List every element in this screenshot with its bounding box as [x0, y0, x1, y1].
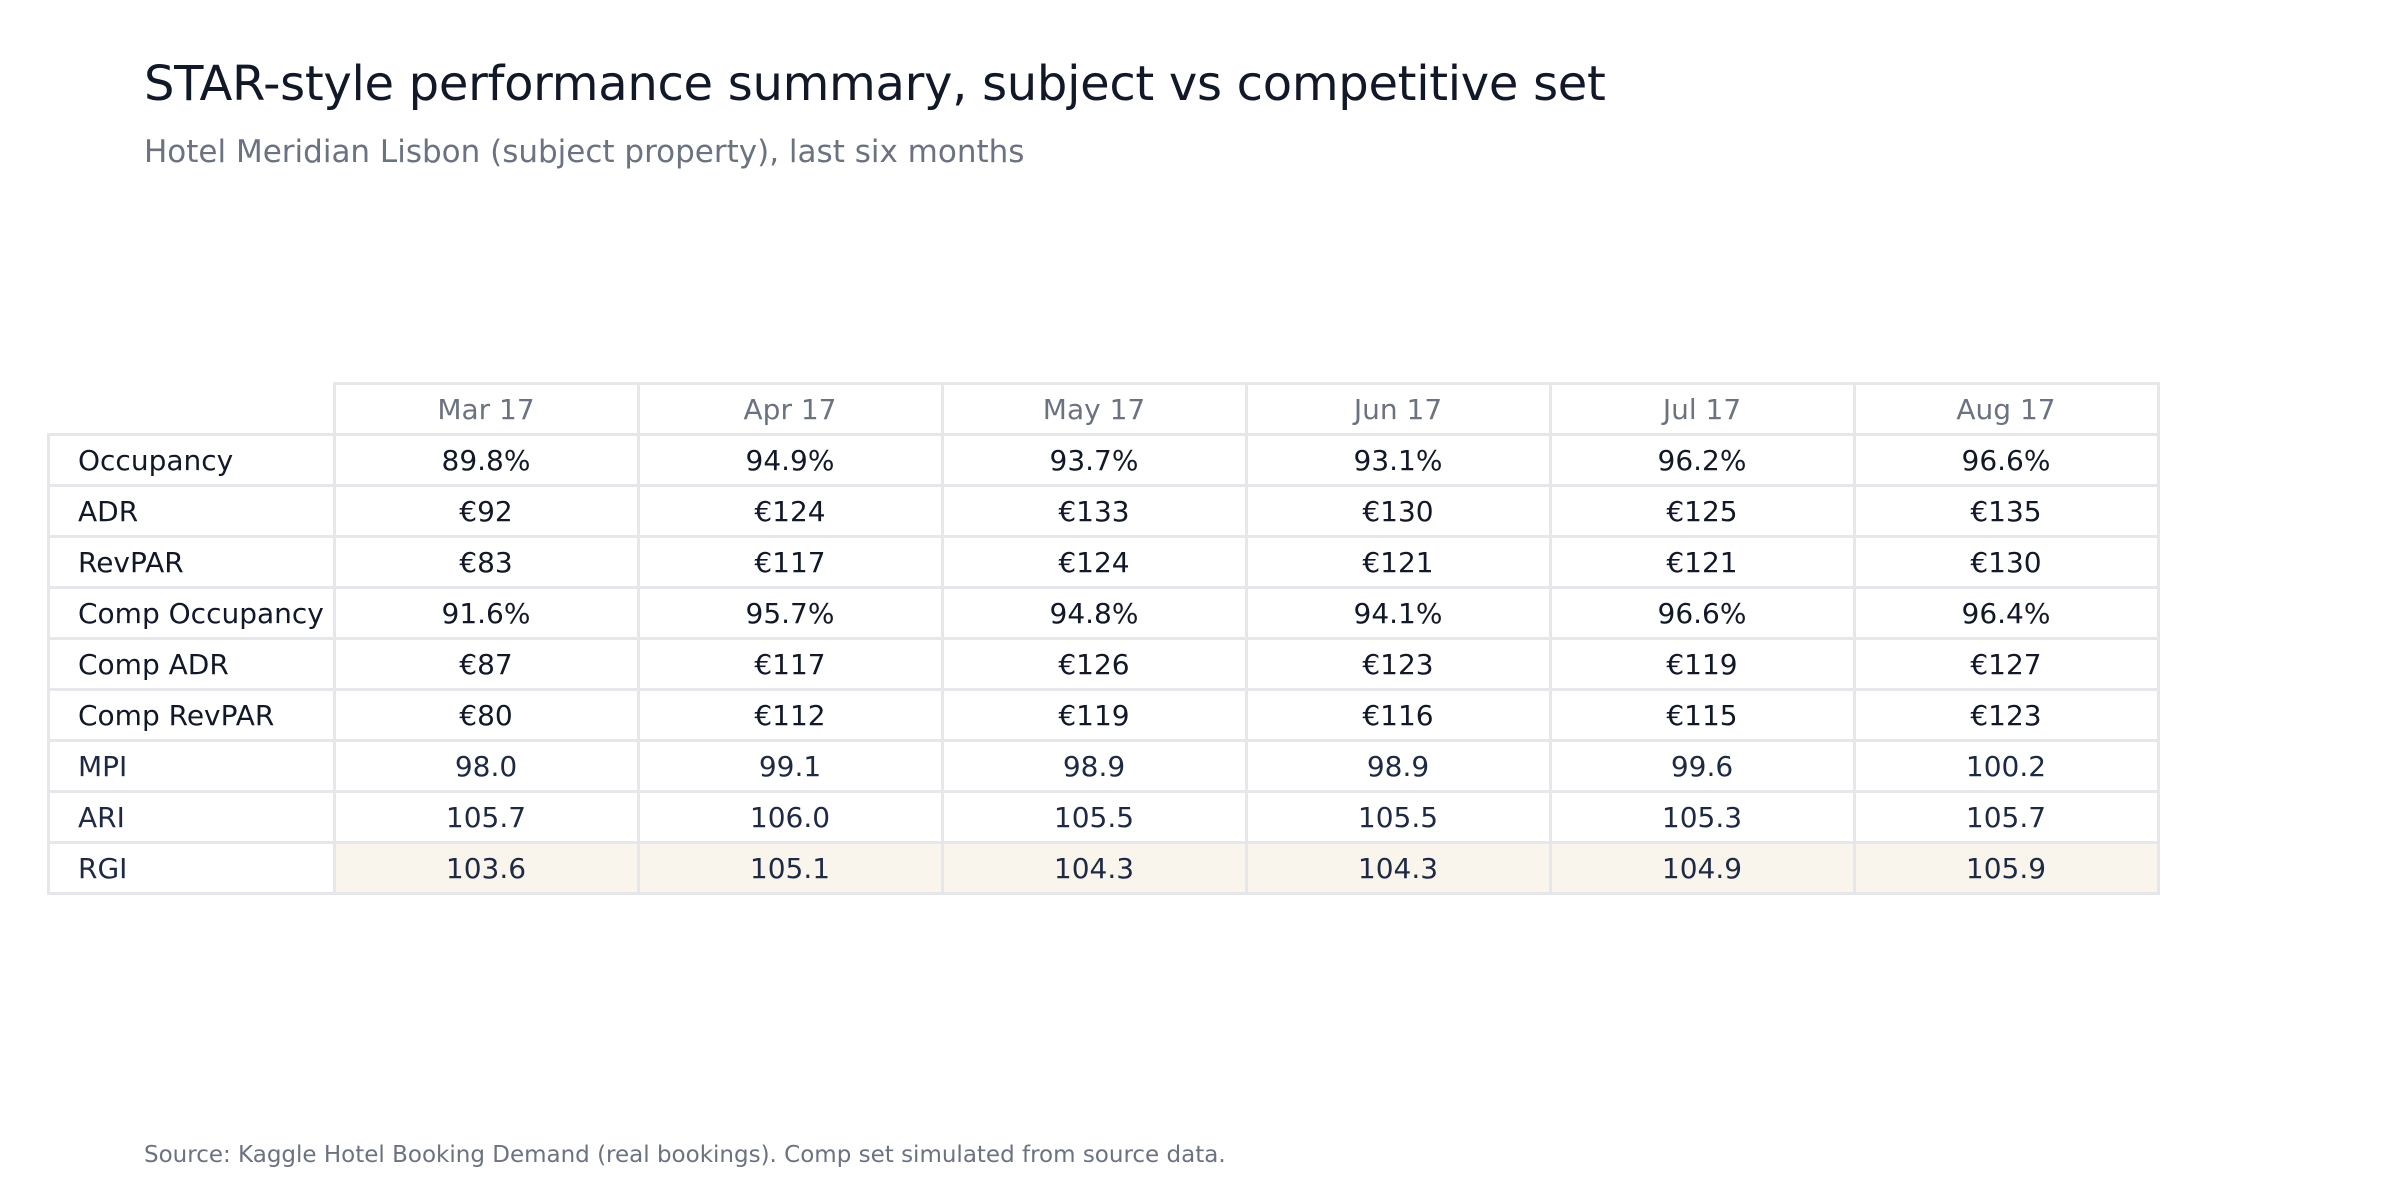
table-cell: €130 [1244, 484, 1552, 538]
table-cell: 104.3 [940, 841, 1248, 895]
row-label: Occupancy [47, 433, 336, 487]
table-cell: 105.1 [636, 841, 944, 895]
table-cell: 91.6% [332, 586, 640, 640]
table-row: Comp ADR €87 €117 €126 €123 €119 €127 [47, 637, 2160, 691]
table-cell: €117 [636, 637, 944, 691]
table-cell: €121 [1548, 535, 1856, 589]
table-cell: 104.9 [1548, 841, 1856, 895]
table-cell: €121 [1244, 535, 1552, 589]
table-cell: €116 [1244, 688, 1552, 742]
table-cell: 98.9 [1244, 739, 1552, 793]
table-row: MPI 98.0 99.1 98.9 98.9 99.6 100.2 [47, 739, 2160, 793]
table-cell: 105.3 [1548, 790, 1856, 844]
table-corner-cell [49, 384, 335, 435]
table-cell: 99.6 [1548, 739, 1856, 793]
table-row: ARI 105.7 106.0 105.5 105.5 105.3 105.7 [47, 790, 2160, 844]
column-header: Apr 17 [636, 382, 944, 436]
table-cell: €123 [1852, 688, 2160, 742]
table-cell: 96.6% [1852, 433, 2160, 487]
table-row: Comp RevPAR €80 €112 €119 €116 €115 €123 [47, 688, 2160, 742]
table-cell: 100.2 [1852, 739, 2160, 793]
table-row: RGI 103.6 105.1 104.3 104.3 104.9 105.9 [47, 841, 2160, 895]
table-cell: 96.2% [1548, 433, 1856, 487]
table-cell: €115 [1548, 688, 1856, 742]
table-cell: 105.5 [940, 790, 1248, 844]
table-cell: €117 [636, 535, 944, 589]
table-cell: €112 [636, 688, 944, 742]
table-cell: 96.4% [1852, 586, 2160, 640]
column-header: Jul 17 [1548, 382, 1856, 436]
row-label: RGI [47, 841, 336, 895]
table-header-row: Mar 17 Apr 17 May 17 Jun 17 Jul 17 Aug 1… [49, 382, 2160, 436]
table-row: Occupancy 89.8% 94.9% 93.7% 93.1% 96.2% 96.6% [47, 433, 2160, 487]
table-body: Occupancy 89.8% 94.9% 93.7% 93.1% 96.2% 96.6% A… [47, 433, 2160, 895]
table-cell: €124 [636, 484, 944, 538]
table-cell: 94.1% [1244, 586, 1552, 640]
table-cell: 105.7 [332, 790, 640, 844]
row-label: Comp RevPAR [47, 688, 336, 742]
table-cell: 103.6 [332, 841, 640, 895]
table-cell: 89.8% [332, 433, 640, 487]
row-label: Comp Occupancy [47, 586, 336, 640]
table-cell: €127 [1852, 637, 2160, 691]
table-cell: 96.6% [1548, 586, 1856, 640]
table-cell: 94.8% [940, 586, 1248, 640]
table-cell: 93.1% [1244, 433, 1552, 487]
table-cell: €83 [332, 535, 640, 589]
table-row: ADR €92 €124 €133 €130 €125 €135 [47, 484, 2160, 538]
chart-subtitle: Hotel Meridian Lisbon (subject property)… [144, 134, 1025, 170]
table-row: RevPAR €83 €117 €124 €121 €121 €130 [47, 535, 2160, 589]
table-cell: €133 [940, 484, 1248, 538]
table-cell: €80 [332, 688, 640, 742]
table-cell: 105.7 [1852, 790, 2160, 844]
table-cell: 98.9 [940, 739, 1248, 793]
table-cell: 93.7% [940, 433, 1248, 487]
row-label: ARI [47, 790, 336, 844]
table-cell: 99.1 [636, 739, 944, 793]
table-cell: €87 [332, 637, 640, 691]
row-label: Comp ADR [47, 637, 336, 691]
table-row: Comp Occupancy 91.6% 95.7% 94.8% 94.1% 96.6% 9… [47, 586, 2160, 640]
table-cell: €126 [940, 637, 1248, 691]
table-cell: €124 [940, 535, 1248, 589]
column-header: Aug 17 [1852, 382, 2160, 436]
table-cell: €119 [940, 688, 1248, 742]
row-label: RevPAR [47, 535, 336, 589]
column-header: Mar 17 [332, 382, 640, 436]
column-header: May 17 [940, 382, 1248, 436]
table-cell: €119 [1548, 637, 1856, 691]
column-header: Jun 17 [1244, 382, 1552, 436]
performance-table: Mar 17 Apr 17 May 17 Jun 17 Jul 17 Aug 1… [47, 382, 2160, 895]
table-cell: 95.7% [636, 586, 944, 640]
table-cell: €125 [1548, 484, 1856, 538]
table-cell: €135 [1852, 484, 2160, 538]
table-cell: €123 [1244, 637, 1552, 691]
table-cell: 106.0 [636, 790, 944, 844]
table-cell: 105.9 [1852, 841, 2160, 895]
table-cell: 98.0 [332, 739, 640, 793]
row-label: ADR [47, 484, 336, 538]
table-cell: €130 [1852, 535, 2160, 589]
chart-title: STAR-style performance summary, subject … [144, 56, 1606, 112]
table-cell: €92 [332, 484, 640, 538]
table-cell: 104.3 [1244, 841, 1552, 895]
row-label: MPI [47, 739, 336, 793]
source-note: Source: Kaggle Hotel Booking Demand (rea… [144, 1142, 1226, 1168]
table-cell: 105.5 [1244, 790, 1552, 844]
table-cell: 94.9% [636, 433, 944, 487]
